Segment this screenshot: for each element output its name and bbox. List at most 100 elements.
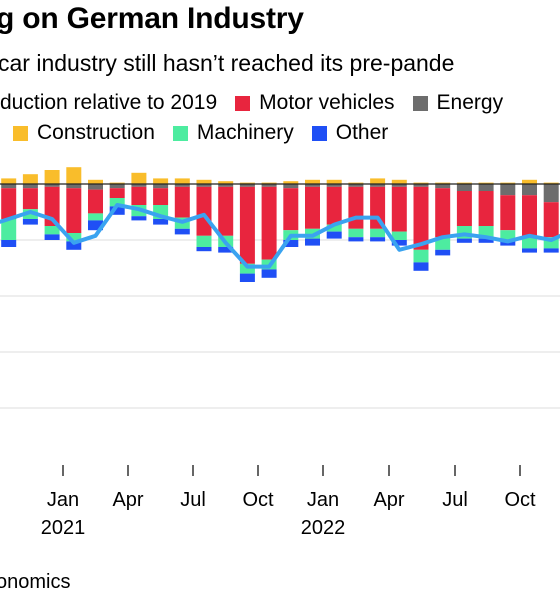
legend-item-production: duction relative to 2019 xyxy=(0,91,217,115)
bar-other xyxy=(413,262,429,271)
bar-construction xyxy=(44,170,60,184)
legend-label: Construction xyxy=(37,121,155,144)
bar-construction xyxy=(522,179,537,184)
legend-label: duction relative to 2019 xyxy=(0,91,218,114)
bar-construction xyxy=(239,182,255,184)
legend-item-other: Other xyxy=(311,121,388,145)
bar-construction xyxy=(305,179,320,184)
bar-construction xyxy=(283,181,299,184)
legend-item-machinery: Machinery xyxy=(172,121,294,145)
bar-machinery xyxy=(413,249,429,263)
chart-subtitle: car industry still hasn’t reached its pr… xyxy=(0,50,455,76)
bar-other xyxy=(348,237,364,242)
bar-motor-vehicles xyxy=(218,186,234,236)
bar-motor-vehicles xyxy=(66,188,82,233)
bar-construction xyxy=(326,179,342,184)
bar-motor-vehicles xyxy=(391,186,407,232)
bar-energy xyxy=(22,184,38,189)
bar-motor-vehicles xyxy=(326,186,342,225)
bar-construction xyxy=(500,182,516,184)
legend-row-2: Construction Machinery Other xyxy=(0,121,406,145)
bar-construction xyxy=(22,174,38,184)
bar-other xyxy=(370,237,386,242)
bar-other xyxy=(500,241,516,246)
bar-machinery xyxy=(348,228,364,238)
bar-motor-vehicles xyxy=(174,186,190,218)
bar-other xyxy=(283,240,299,247)
bar-energy xyxy=(1,184,17,189)
bar-other xyxy=(66,241,82,250)
bar-machinery xyxy=(239,263,255,274)
bar-motor-vehicles xyxy=(456,191,472,226)
bar-other xyxy=(478,238,494,243)
bar-construction xyxy=(348,182,364,184)
bar-other xyxy=(435,249,451,256)
bar-other xyxy=(174,228,190,235)
bar-other xyxy=(261,269,277,278)
bar-construction xyxy=(218,181,234,184)
bar-energy xyxy=(131,184,147,187)
bar-energy xyxy=(283,184,299,189)
bar-motor-vehicles xyxy=(153,188,169,205)
bar-machinery xyxy=(109,198,125,207)
construction-swatch xyxy=(13,125,28,141)
bar-other xyxy=(196,247,212,252)
bar-construction xyxy=(131,172,147,184)
bar-construction xyxy=(370,178,386,184)
x-tick-label: Jul xyxy=(442,489,468,511)
legend-item-motor-vehicles: Motor vehicles xyxy=(235,91,395,115)
bar-construction xyxy=(88,179,103,184)
x-tick-label: Jul xyxy=(180,489,206,511)
bar-machinery xyxy=(522,237,537,249)
bar-energy xyxy=(305,184,320,187)
bar-motor-vehicles xyxy=(435,188,451,238)
bar-motor-vehicles xyxy=(239,186,255,264)
machinery-swatch xyxy=(172,125,188,141)
bar-energy xyxy=(522,184,537,196)
bar-other xyxy=(391,240,407,246)
x-tick-label: Oct xyxy=(504,489,536,511)
bar-machinery xyxy=(44,226,60,235)
bar-other xyxy=(239,273,255,282)
bar-other xyxy=(1,240,17,247)
bar-other xyxy=(456,238,472,243)
bar-machinery xyxy=(543,237,559,249)
bar-construction xyxy=(261,182,277,184)
bar-construction xyxy=(413,182,429,184)
bar-motor-vehicles xyxy=(1,188,17,219)
bar-other xyxy=(218,247,234,253)
bar-machinery xyxy=(500,230,516,242)
legend-label: Energy xyxy=(436,91,504,114)
bar-other xyxy=(109,206,125,215)
bar-motor-vehicles xyxy=(305,186,320,229)
bar-energy xyxy=(391,184,407,187)
bar-other xyxy=(305,238,320,246)
bar-machinery xyxy=(1,219,17,240)
other-swatch xyxy=(311,125,327,141)
bar-other xyxy=(88,220,103,231)
energy-swatch xyxy=(412,95,428,111)
x-tick-label: Apr xyxy=(112,489,143,511)
bar-motor-vehicles xyxy=(22,188,38,210)
bar-energy xyxy=(370,184,386,187)
bar-motor-vehicles xyxy=(283,188,299,231)
legend-item-energy: Energy xyxy=(412,91,504,115)
x-tick-label: Oct xyxy=(242,489,274,511)
bar-motor-vehicles xyxy=(131,186,147,205)
bar-motor-vehicles xyxy=(261,186,277,260)
x-year-label: 2022 xyxy=(301,517,346,539)
source-footer: onomics xyxy=(0,571,71,593)
bar-machinery xyxy=(326,224,342,232)
bar-energy xyxy=(348,184,364,187)
bar-energy xyxy=(326,184,342,187)
bar-construction xyxy=(478,182,494,184)
bar-machinery xyxy=(88,213,103,221)
bar-motor-vehicles xyxy=(196,186,212,236)
bar-other xyxy=(326,231,342,239)
bar-energy xyxy=(218,184,234,187)
total-production-line xyxy=(0,203,560,269)
bar-energy xyxy=(543,184,559,203)
bar-energy xyxy=(456,184,472,191)
x-tick-label: Jan xyxy=(47,489,79,511)
legend-label: Motor vehicles xyxy=(259,91,395,114)
